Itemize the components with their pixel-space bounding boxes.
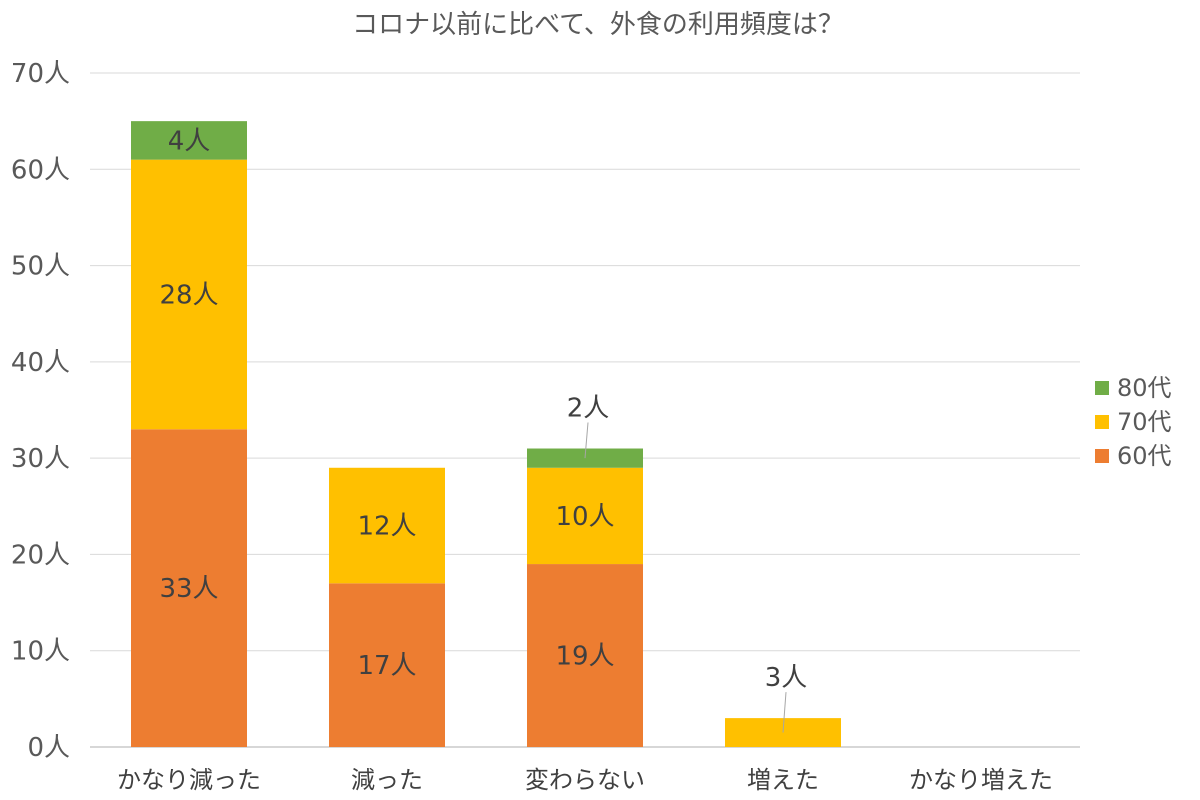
y-tick-label: 20人 (11, 540, 70, 570)
legend-label: 70代 (1117, 408, 1172, 436)
bar-segment (527, 467, 643, 565)
bars (131, 121, 841, 747)
x-axis-categories: かなり減った 減った 変わらない 増えた かなり増えた (117, 766, 1053, 794)
x-category-label: 変わらない (525, 766, 645, 794)
data-label-leader (782, 692, 787, 733)
bar-segment (131, 429, 247, 747)
y-tick-label: 0人 (27, 733, 70, 763)
bar-segment (131, 121, 247, 160)
data-label: 19人 (555, 642, 614, 672)
legend-swatch (1095, 415, 1109, 429)
data-label: 4人 (168, 126, 211, 156)
legend-swatch (1095, 381, 1109, 395)
data-label: 28人 (159, 280, 218, 310)
y-tick-label: 30人 (11, 444, 70, 474)
data-label: 3人 (765, 663, 808, 693)
data-label: 2人 (567, 394, 610, 424)
legend: 80代 70代 60代 (1095, 374, 1172, 470)
bar-segment (131, 159, 247, 430)
x-category-label: 増えた (747, 766, 819, 794)
y-tick-label: 10人 (11, 637, 70, 667)
y-axis-ticks: 0人 10人 20人 30人 40人 50人 60人 70人 (11, 59, 70, 763)
x-category-label: 減った (351, 766, 423, 794)
bar-segment (329, 583, 445, 747)
data-label: 10人 (555, 502, 614, 532)
x-category-label: かなり減った (117, 766, 261, 794)
bar-segment (527, 564, 643, 747)
gridlines (90, 72, 1080, 748)
data-label-leader (584, 422, 589, 459)
bar-segment (329, 467, 445, 584)
y-tick-label: 50人 (11, 252, 70, 282)
data-label: 33人 (159, 574, 218, 604)
x-category-label: かなり増えた (909, 766, 1053, 794)
y-tick-label: 40人 (11, 348, 70, 378)
chart-title: コロナ以前に比べて、外食の利用頻度は？ (352, 10, 844, 40)
data-label: 12人 (357, 512, 416, 542)
legend-swatch (1095, 449, 1109, 463)
data-label: 17人 (357, 651, 416, 681)
y-tick-label: 60人 (11, 155, 70, 185)
y-tick-label: 70人 (11, 59, 70, 89)
data-labels: 33人 28人 4人 17人 12人 19人 10人 2人 3人 (159, 126, 808, 733)
legend-label: 80代 (1117, 374, 1172, 402)
legend-label: 60代 (1117, 442, 1172, 470)
